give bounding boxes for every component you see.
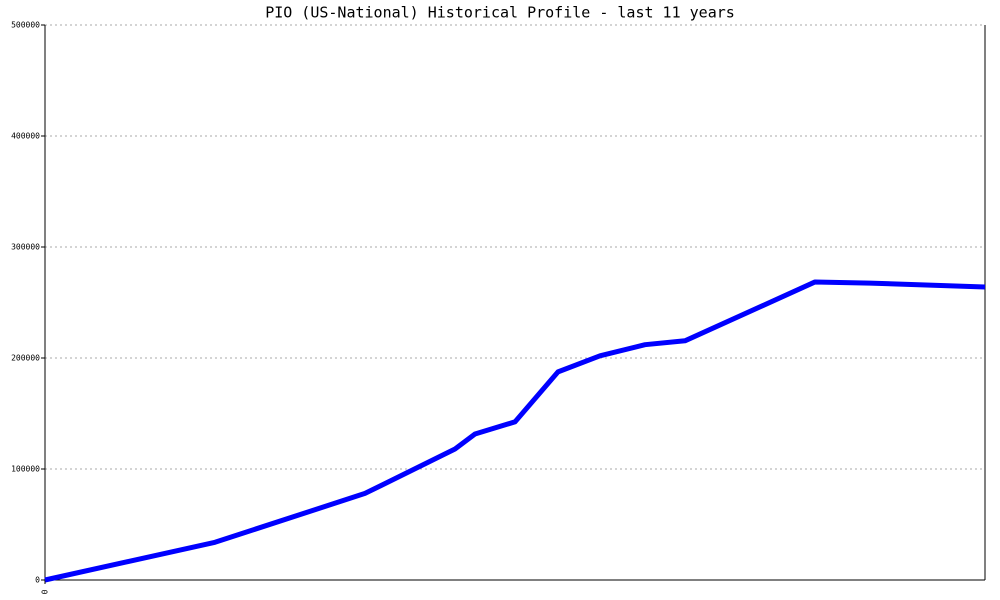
x-tick-label: 0 (41, 589, 50, 594)
y-tick-label: 400000 (11, 132, 40, 141)
y-tick-label: 200000 (11, 354, 40, 363)
data-line (44, 279, 986, 583)
y-tick-label: 500000 (11, 21, 40, 30)
y-tick-label: 0 (35, 576, 40, 585)
chart-title: PIO (US-National) Historical Profile - l… (265, 4, 735, 22)
y-tick-label: 300000 (11, 243, 40, 252)
y-tick-label: 100000 (11, 465, 40, 474)
